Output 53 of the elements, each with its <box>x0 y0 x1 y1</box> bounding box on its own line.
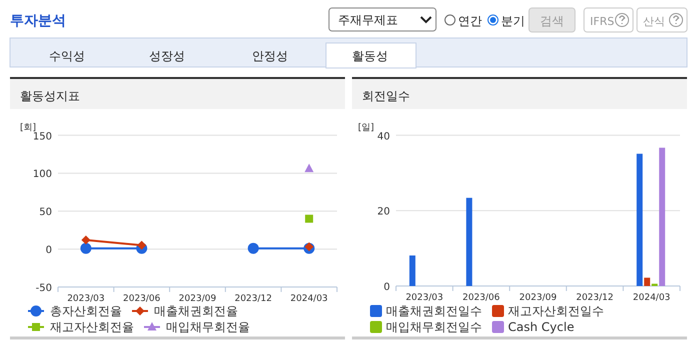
text: 주재무제표 <box>338 13 398 27</box>
legend-label: 재고자산회전일수 <box>508 304 604 318</box>
legend-label: 매입채무회전일수 <box>386 320 482 334</box>
bar <box>466 198 472 286</box>
x-tick-label: 2023/09 <box>519 293 557 303</box>
bar <box>636 154 643 286</box>
x-tick-label: 2023/12 <box>234 294 272 304</box>
x-tick-label: 2024/03 <box>632 293 670 303</box>
y-tick-label: 40 <box>377 131 390 142</box>
legend-label: 매출채권회전일수 <box>386 304 482 318</box>
y-axis-title: [일] <box>358 123 374 133</box>
y-tick-label: -50 <box>36 283 52 294</box>
point <box>80 242 92 254</box>
y-tick-label: 20 <box>377 206 390 218</box>
text: 산식 <box>643 15 665 28</box>
y-axis-title: [회] <box>20 123 36 133</box>
point <box>137 240 146 250</box>
x-tick-label: 2023/06 <box>123 294 161 304</box>
bar <box>644 278 650 286</box>
chart-title: 회전일수 <box>362 89 410 103</box>
x-tick-label: 2023/09 <box>178 294 216 304</box>
point <box>248 242 259 254</box>
text: IFRS <box>590 15 614 28</box>
y-tick-label: 0 <box>46 245 52 256</box>
bar <box>659 148 666 286</box>
text: 검색 <box>540 14 564 28</box>
chart-title: 활동성지표 <box>20 89 80 103</box>
bar <box>409 255 416 286</box>
text: 안정성 <box>252 49 288 63</box>
y-tick-label: 50 <box>39 207 52 218</box>
y-tick-label: 150 <box>32 131 52 142</box>
text: 연간 <box>458 14 482 28</box>
legend-label: Cash Cycle <box>508 320 574 334</box>
text: 활동성 <box>352 49 388 63</box>
x-tick-label: 2023/12 <box>576 293 614 303</box>
y-tick-label: 100 <box>32 169 52 180</box>
x-tick-label: 2023/06 <box>462 293 500 303</box>
text: 수익성 <box>49 49 85 63</box>
legend-label: 총자산회전율 <box>50 304 122 318</box>
legend-label: 매출채권회전율 <box>154 304 238 318</box>
point <box>304 242 314 252</box>
point <box>304 164 314 172</box>
x-tick-label: 2024/03 <box>290 294 328 304</box>
point <box>81 235 90 244</box>
y-tick-label: 0 <box>384 282 390 293</box>
x-tick-label: 2023/03 <box>406 293 444 303</box>
x-tick-label: 2023/03 <box>67 294 105 304</box>
text: 분기 <box>501 14 525 28</box>
text: 투자분석 <box>10 13 66 29</box>
text: 성장성 <box>149 49 185 63</box>
legend-label: 매입채무회전율 <box>166 320 250 334</box>
legend-label: 재고자산회전율 <box>50 320 134 334</box>
point <box>305 214 314 223</box>
